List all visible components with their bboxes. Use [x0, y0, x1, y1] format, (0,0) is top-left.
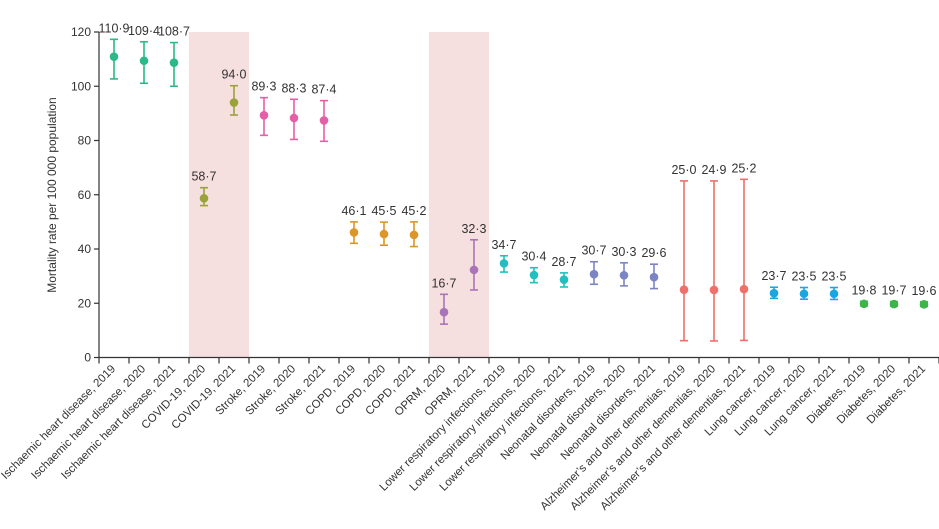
value-label: 87·4: [311, 83, 336, 97]
data-point: [859, 299, 869, 309]
highlight-band: [429, 32, 489, 358]
value-label: 30·7: [581, 244, 606, 258]
value-label: 88·3: [281, 81, 306, 95]
y-tick-label: 40: [78, 242, 92, 256]
data-point: [199, 193, 209, 203]
data-point: [499, 259, 509, 268]
value-label: 19·6: [911, 284, 936, 298]
data-point: [379, 229, 389, 239]
value-label: 94·0: [221, 68, 246, 82]
highlight-bands: [189, 32, 489, 358]
data-point: [289, 113, 299, 123]
data-point: [829, 289, 839, 299]
y-tick-label: 120: [71, 25, 91, 39]
y-tick-label: 100: [71, 79, 91, 93]
x-tick-label: Ischaemic heart disease, 2021: [59, 363, 178, 482]
y-tick-label: 80: [78, 134, 92, 148]
data-point: [109, 52, 119, 61]
y-tick-label: 20: [78, 296, 92, 310]
value-label: 23·5: [791, 270, 816, 284]
data-point: [139, 56, 149, 66]
data-point: [619, 271, 629, 280]
data-point: [769, 288, 779, 298]
data-point: [469, 265, 479, 275]
value-label: 46·1: [341, 204, 366, 218]
value-label: 28·7: [551, 255, 576, 269]
value-label: 110·9: [98, 21, 129, 35]
value-label: 45·2: [401, 204, 426, 218]
value-label: 23·7: [761, 269, 786, 283]
data-point: [679, 285, 689, 294]
data-point: [229, 98, 239, 107]
value-label: 89·3: [251, 80, 276, 94]
data-point: [529, 270, 539, 280]
data-point: [709, 285, 719, 295]
x-tick-label: Ischaemic heart disease, 2020: [29, 363, 148, 482]
data-point: [919, 300, 929, 309]
data-point: [799, 289, 809, 299]
data-point: [319, 116, 329, 125]
data-point: [649, 272, 659, 282]
x-tick-label: Ischaemic heart disease, 2019: [0, 363, 118, 482]
value-label: 109·4: [128, 24, 160, 38]
value-label: 24·9: [701, 163, 726, 177]
value-label: 19·8: [851, 283, 876, 297]
value-label: 30·4: [521, 250, 546, 264]
value-label: 29·6: [641, 246, 666, 260]
y-tick-label: 60: [78, 188, 92, 202]
data-point: [409, 230, 419, 240]
axes: 0 20 40 60 80 100 120: [71, 25, 939, 365]
value-label: 32·3: [461, 222, 486, 236]
data-point: [889, 299, 899, 309]
value-label: 19·7: [881, 284, 906, 298]
value-label: 23·5: [821, 270, 846, 284]
data-point-group: 110·9 Ischaemic heart disease, 2019: [0, 21, 130, 482]
data-point: [169, 58, 179, 67]
data-point: [349, 228, 359, 237]
value-label: 25·0: [671, 163, 696, 177]
data-point: [739, 284, 749, 294]
y-axis-label: Mortality rate per 100 000 population: [45, 97, 59, 292]
highlight-band: [189, 32, 249, 358]
value-label: 34·7: [491, 238, 516, 252]
value-label: 58·7: [191, 170, 216, 184]
value-label: 25·2: [731, 161, 756, 175]
y-tick-label: 0: [84, 351, 91, 365]
data-point: [559, 275, 569, 284]
data-point: [589, 269, 599, 279]
data-point: [259, 110, 269, 120]
value-label: 108·7: [158, 25, 190, 39]
data-point: [439, 307, 449, 317]
value-label: 45·5: [371, 204, 396, 218]
value-label: 16·7: [431, 276, 456, 290]
value-label: 30·3: [611, 245, 636, 259]
